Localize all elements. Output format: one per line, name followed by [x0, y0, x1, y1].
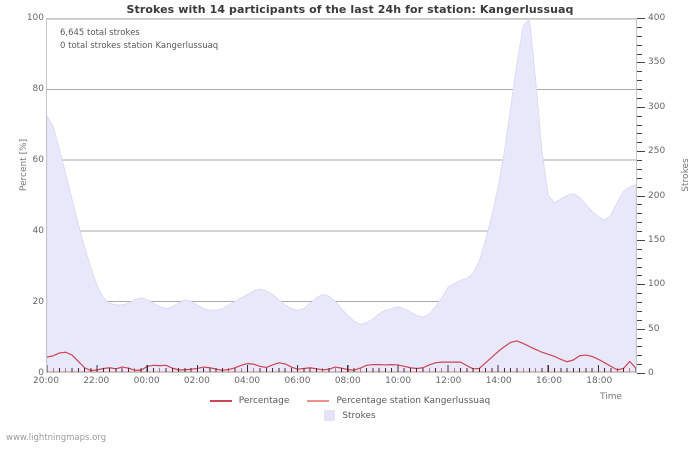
- y-axis-right-tick-minor: [637, 186, 642, 188]
- y-axis-right-tick-label: 300: [648, 101, 666, 112]
- y-axis-right-tick-minor: [637, 168, 642, 170]
- y-axis-right-tick-major: [637, 151, 645, 153]
- legend-label: Strokes: [342, 410, 376, 421]
- x-axis-tick-label: 16:00: [536, 376, 562, 386]
- x-axis-tick-label: 18:00: [586, 376, 613, 386]
- y-axis-right-tick-major: [637, 106, 645, 108]
- x-axis-tick-label: 14:00: [485, 376, 512, 386]
- legend-item[interactable]: Percentage station Kangerlussuaq: [307, 395, 490, 409]
- x-axis-tick-label: 08:00: [334, 376, 361, 386]
- x-axis-tick-label: 06:00: [284, 376, 311, 386]
- y-axis-right-tick-minor: [637, 222, 642, 224]
- chart-title: Strokes with 14 participants of the last…: [126, 3, 574, 16]
- x-axis-ticks: 20:00 22:00 00:00 02:00 04:00 06:00 08:00 10:00…: [33, 374, 637, 394]
- y-axis-right-tick-minor: [637, 142, 642, 144]
- y-axis-right-tick-minor: [637, 355, 642, 357]
- y-axis-right-tick-major: [637, 373, 645, 374]
- y-axis-right-tick-minor: [637, 266, 642, 268]
- x-axis-tick-label: 04:00: [234, 376, 261, 386]
- y-axis-right-tick-label: 50: [648, 323, 660, 334]
- y-axis-left-ticks: 0 20 40 60 80 100: [0, 13, 46, 378]
- y-axis-right-tick-minor: [637, 124, 642, 126]
- y-axis-right-tick-minor: [637, 337, 642, 339]
- legend-item[interactable]: Percentage: [209, 395, 290, 409]
- x-axis-tick-label: 20:00: [33, 376, 59, 386]
- footer-url: www.lightningmaps.org: [6, 433, 107, 443]
- y-axis-left-tick-label: 20: [32, 297, 44, 307]
- y-axis-right-tick-minor: [637, 53, 642, 55]
- series-area-strokes: [47, 19, 636, 372]
- legend-row-primary: Percentage Percentage station Kangerlussu…: [0, 395, 700, 410]
- y-axis-right-tick-minor: [637, 160, 642, 161]
- y-axis-right-tick-minor: [637, 346, 642, 348]
- y-axis-right-tick-minor: [637, 257, 642, 259]
- y-axis-right-tick-major: [637, 195, 645, 197]
- y-axis-right-tick-label: 350: [648, 57, 666, 68]
- x-axis-title: Time: [600, 392, 623, 402]
- y-axis-right-tick-label: 250: [648, 146, 666, 157]
- y-axis-left-tick-label: 100: [26, 13, 44, 23]
- y-axis-right-tick-minor: [637, 80, 642, 82]
- y-axis-right-tick-label: 400: [648, 13, 666, 23]
- plot-annotations: 6,645 total strokes 0 total strokes stat…: [60, 27, 218, 52]
- y-axis-right-tick-minor: [637, 26, 642, 28]
- y-axis-left-tick-label: 60: [32, 155, 44, 165]
- legend-item[interactable]: Strokes: [324, 409, 376, 424]
- y-axis-right-tick-minor: [637, 231, 642, 232]
- y-axis-right-tick-major: [637, 284, 645, 286]
- legend-label: Percentage station Kangerlussuaq: [336, 396, 491, 406]
- y-axis-right-title: Strokes: [681, 158, 691, 192]
- y-axis-right-tick-major: [637, 328, 645, 330]
- legend-line-swatch: [307, 399, 330, 402]
- y-axis-right-tick-minor: [637, 248, 642, 250]
- y-axis-right-tick-minor: [637, 177, 642, 179]
- annotation-total-strokes: 6,645 total strokes: [60, 28, 140, 38]
- legend-line-swatch: [209, 399, 232, 402]
- y-axis-right-tick-major: [637, 62, 645, 64]
- y-axis-right-ticks: 0 50 100 150 200 250 300 350 400: [637, 13, 687, 378]
- y-axis-left-title: Percent [%]: [19, 138, 29, 192]
- y-axis-right-tick-label: 150: [648, 234, 666, 245]
- legend-area-swatch: [324, 409, 336, 421]
- chart-legend: Percentage Percentage station Kangerlussu…: [0, 395, 700, 424]
- y-axis-right-tick-minor: [637, 319, 642, 321]
- x-axis-tick-label: 10:00: [385, 376, 412, 386]
- y-axis-right-tick-label: 200: [648, 190, 666, 201]
- legend-row-secondary: Strokes: [0, 409, 700, 425]
- y-axis-right-tick-minor: [637, 89, 642, 90]
- x-axis-tick-label: 22:00: [83, 376, 110, 386]
- x-axis-tick-label: 00:00: [133, 376, 160, 386]
- y-axis-left-tick-label: 80: [32, 84, 44, 94]
- y-axis-right-tick-minor: [637, 204, 642, 206]
- legend-label: Percentage: [238, 396, 290, 406]
- y-axis-right-tick-minor: [637, 44, 642, 46]
- y-axis-right-tick-major: [637, 18, 645, 19]
- y-axis-right-tick-minor: [637, 302, 642, 303]
- y-axis-right-tick-minor: [637, 133, 642, 135]
- y-axis-right-tick-minor: [637, 71, 642, 73]
- y-axis-right-tick-minor: [637, 97, 642, 99]
- plot-area: [46, 18, 637, 373]
- y-axis-right-tick-minor: [637, 364, 642, 366]
- plot-canvas: [47, 19, 636, 372]
- x-axis-tick-label: 02:00: [183, 376, 210, 386]
- y-axis-right-tick-major: [637, 239, 645, 241]
- y-axis-right-tick-minor: [637, 35, 642, 37]
- y-axis-right-tick-minor: [637, 310, 642, 312]
- x-axis-tick-label: 12:00: [435, 376, 462, 386]
- y-axis-left-tick-label: 0: [38, 368, 44, 378]
- y-axis-right-tick-minor: [637, 293, 642, 295]
- y-axis-left-tick-label: 40: [32, 226, 44, 236]
- y-axis-right-tick-minor: [637, 213, 642, 215]
- y-axis-right-tick-minor: [637, 115, 642, 117]
- y-axis-right-tick-label: 100: [648, 279, 666, 290]
- y-axis-right-tick-minor: [637, 275, 642, 277]
- y-axis-right-tick-label: 0: [648, 368, 654, 378]
- annotation-station-strokes: 0 total strokes station Kangerlussuaq: [60, 40, 219, 51]
